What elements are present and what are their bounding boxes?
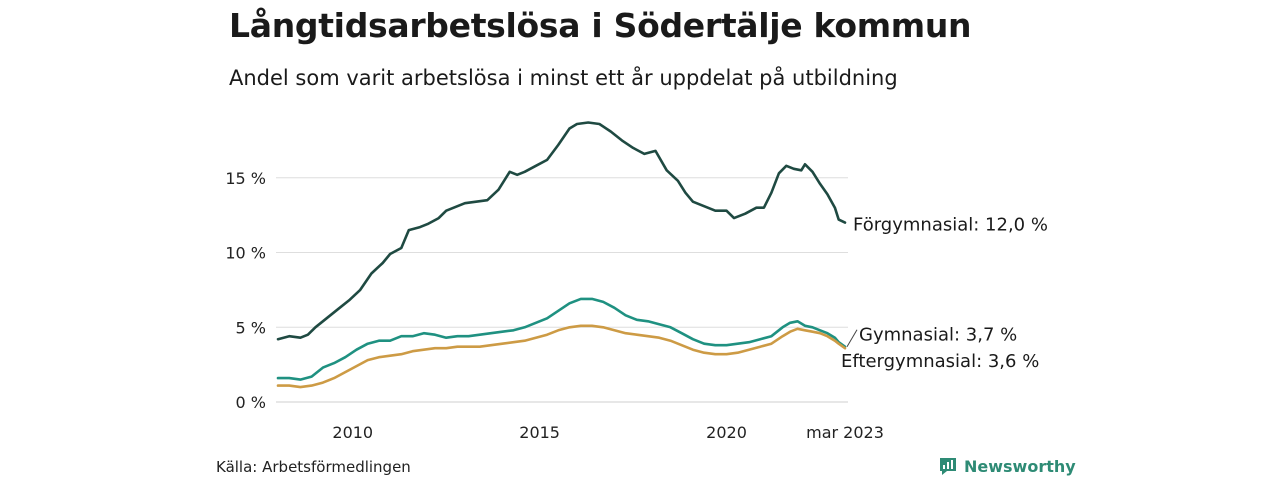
y-tick-label: 10 %	[225, 244, 266, 263]
newsworthy-logo-icon	[940, 458, 956, 475]
grid-lines	[276, 177, 848, 403]
x-tick-label: 2010	[332, 423, 373, 442]
brand-name: Newsworthy	[964, 456, 1076, 476]
x-axis: 2010 2015 2020 mar 2023	[332, 423, 884, 442]
series-end-label: Förgymnasial: 12,0 %	[853, 215, 1048, 236]
series-end-label: Gymnasial: 3,7 %	[859, 325, 1017, 346]
series-line-eftergymnasial	[276, 324, 847, 389]
label-connector	[846, 329, 858, 347]
y-axis: 0 % 5 % 10 % 15 %	[225, 169, 266, 412]
series-line-förgymnasial	[276, 121, 847, 341]
y-tick-label: 0 %	[236, 393, 266, 412]
chart-subtitle: Andel som varit arbetslösa i minst ett å…	[229, 66, 898, 90]
series-end-label: Eftergymnasial: 3,6 %	[841, 351, 1039, 372]
series-labels: Förgymnasial: 12,0 % Gymnasial: 3,7 % Efte…	[841, 215, 1048, 373]
y-tick-label: 5 %	[236, 318, 266, 337]
chart-title: Långtidsarbetslösa i Södertälje kommun	[229, 6, 972, 45]
source-note: Källa: Arbetsförmedlingen	[216, 458, 411, 476]
x-tick-label: mar 2023	[806, 423, 884, 442]
y-tick-label: 15 %	[225, 169, 266, 188]
x-tick-label: 2015	[519, 423, 560, 442]
series-lines	[276, 121, 847, 389]
series-line-gymnasial	[276, 297, 847, 381]
brand-logo[interactable]: Newsworthy	[938, 456, 1076, 476]
x-tick-label: 2020	[706, 423, 747, 442]
